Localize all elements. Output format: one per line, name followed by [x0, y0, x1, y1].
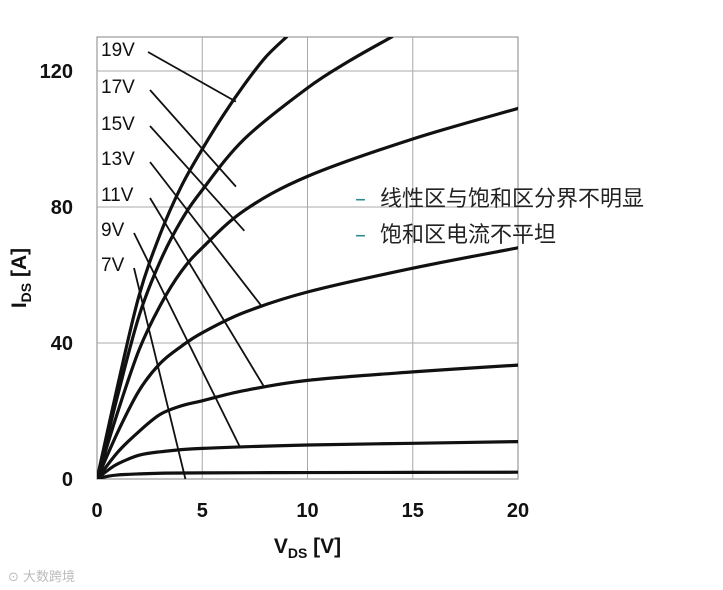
x-tick-label: 10	[296, 500, 318, 522]
series-curve-11V	[97, 363, 518, 479]
label-bg-17V	[98, 76, 138, 97]
note-text-2: 饱和区电流不平坦	[380, 223, 557, 248]
series-curve-7V	[97, 470, 518, 479]
series-curve-15V	[97, 106, 518, 479]
curve-label-19V: 19V	[101, 40, 135, 61]
grid-lines	[97, 37, 518, 479]
note-bullet-icon: –	[355, 223, 366, 248]
curve-label-11V: 11V	[101, 185, 134, 206]
note-linear-saturation: – 线性区与饱和区分界不明显	[355, 181, 644, 213]
label-bg-15V	[98, 113, 138, 134]
curve-labels: 19V 17V 15V 13V 11V 9V 7V	[98, 39, 265, 480]
curve-label-13V: 13V	[101, 149, 135, 170]
watermark-icon: ⊙	[8, 570, 19, 585]
y-tick-label: 120	[40, 61, 73, 83]
label-bg-11V	[98, 184, 138, 205]
series-curves	[97, 37, 518, 479]
label-bg-19V	[98, 39, 138, 60]
x-axis-title: VDS [V]	[274, 535, 341, 561]
series-curve-17V	[97, 37, 394, 479]
y-tick-label: 0	[62, 469, 73, 491]
curve-label-7V: 7V	[101, 255, 125, 276]
y-axis-title: IDS [A]	[8, 248, 34, 308]
watermark-logo: ⊙ 大数跨境	[8, 566, 75, 585]
leader-line-15V	[149, 125, 246, 232]
series-curve-19V	[97, 37, 289, 479]
axis-titles: VDS [V] IDS [A]	[8, 248, 341, 561]
leader-line-9V	[133, 232, 241, 448]
leader-line-19V	[147, 51, 237, 103]
note-text-1: 线性区与饱和区分界不明显	[380, 187, 645, 212]
x-tick-label: 5	[197, 500, 208, 522]
curve-label-17V: 17V	[101, 77, 135, 98]
x-tick-label: 0	[91, 500, 102, 522]
y-tick-label: 80	[51, 197, 73, 219]
watermark-text: 大数跨境	[23, 570, 76, 585]
leader-line-7V	[133, 267, 187, 480]
y-tick-label: 40	[51, 333, 73, 355]
curve-label-15V: 15V	[101, 114, 135, 135]
x-tick-label: 20	[507, 500, 529, 522]
note-bullet-icon: –	[355, 187, 366, 212]
label-bg-13V	[98, 148, 138, 169]
series-curve-13V	[97, 246, 518, 479]
leader-line-11V	[149, 197, 265, 386]
label-bg-7V	[98, 254, 126, 275]
leader-line-13V	[149, 161, 262, 307]
tick-labels: 0 5 10 15 20 0 40 80 120	[40, 61, 530, 522]
leader-line-17V	[149, 89, 237, 188]
x-tick-label: 15	[402, 500, 424, 522]
curve-label-9V: 9V	[101, 220, 125, 241]
label-bg-9V	[98, 219, 126, 240]
series-curve-9V	[97, 440, 518, 479]
note-saturation-current: – 饱和区电流不平坦	[355, 217, 556, 249]
